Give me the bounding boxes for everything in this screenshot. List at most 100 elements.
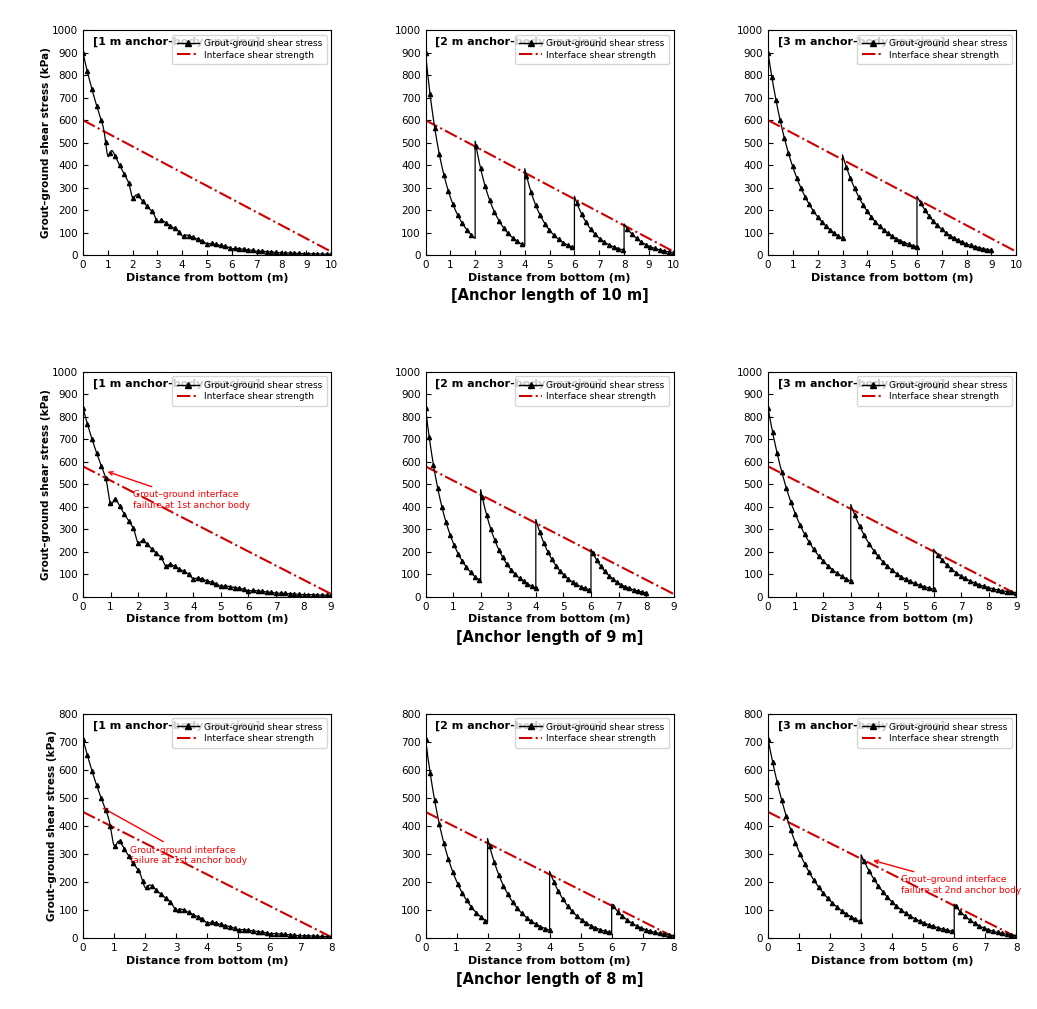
- X-axis label: Distance from bottom (m): Distance from bottom (m): [469, 614, 630, 625]
- Interface shear strength: [943, 553, 955, 565]
- Line: Interface shear strength: Interface shear strength: [83, 812, 331, 937]
- Interface shear strength: [256, 896, 269, 908]
- Grout-ground shear stress: [104, 820, 116, 832]
- Grout-ground shear stress: [122, 515, 135, 527]
- Grout-ground shear stress: [137, 195, 149, 207]
- Legend: Grout-ground shear stress, Interface shear strength: Grout-ground shear stress, Interface she…: [172, 376, 327, 406]
- Interface shear strength: [762, 114, 775, 126]
- Grout-ground shear stress: [325, 248, 337, 260]
- Y-axis label: Grout–ground shear stress (kPa): Grout–ground shear stress (kPa): [47, 731, 57, 921]
- Interface shear strength: [941, 209, 953, 221]
- Interface shear strength: [598, 209, 611, 221]
- Interface shear strength: [517, 511, 530, 523]
- Grout-ground shear stress: [137, 535, 149, 547]
- X-axis label: Distance from bottom (m): Distance from bottom (m): [811, 956, 974, 966]
- Legend: Grout-ground shear stress, Interface shear strength: Grout-ground shear stress, Interface she…: [514, 718, 669, 748]
- Grout-ground shear stress: [466, 229, 478, 241]
- Grout-ground shear stress: [663, 929, 675, 941]
- Interface shear strength: [943, 210, 955, 222]
- Grout-ground shear stress: [808, 543, 820, 555]
- Grout-ground shear stress: [668, 246, 680, 258]
- Interface shear strength: [860, 856, 872, 868]
- Interface shear strength: [598, 553, 611, 565]
- Grout-ground shear stress: [821, 560, 834, 572]
- Grout-ground shear stress: [786, 160, 798, 173]
- Grout-ground shear stress: [663, 246, 675, 258]
- Grout-ground shear stress: [122, 177, 135, 189]
- Grout-ground shear stress: [1010, 929, 1022, 941]
- X-axis label: Distance from bottom (m): Distance from bottom (m): [811, 272, 974, 283]
- Legend: Grout-ground shear stress, Interface shear strength: Grout-ground shear stress, Interface she…: [172, 718, 327, 748]
- Interface shear strength: [599, 897, 612, 909]
- Grout-ground shear stress: [808, 874, 820, 886]
- Grout-ground shear stress: [981, 243, 993, 255]
- Interface shear strength: [175, 166, 188, 179]
- Line: Interface shear strength: Interface shear strength: [425, 466, 674, 594]
- Interface shear strength: [233, 197, 246, 209]
- Grout-ground shear stress: [982, 581, 994, 593]
- Grout-ground shear stress: [137, 875, 149, 887]
- Interface shear strength: [158, 847, 170, 859]
- Grout-ground shear stress: [104, 146, 116, 158]
- Line: Grout-ground shear stress: Grout-ground shear stress: [766, 50, 993, 252]
- Interface shear strength: [77, 806, 89, 818]
- Interface shear strength: [256, 553, 269, 565]
- Interface shear strength: [668, 245, 680, 257]
- Interface shear strength: [1010, 931, 1022, 943]
- Grout-ground shear stress: [844, 173, 857, 185]
- Interface shear strength: [860, 166, 872, 179]
- Interface shear strength: [1010, 588, 1022, 600]
- Text: [2 m anchor-body spacing]: [2 m anchor-body spacing]: [436, 378, 602, 388]
- Interface shear strength: [843, 501, 856, 514]
- Interface shear strength: [419, 806, 431, 818]
- Legend: Grout-ground shear stress, Interface shear strength: Grout-ground shear stress, Interface she…: [858, 34, 1012, 65]
- Grout-ground shear stress: [472, 573, 484, 585]
- Line: Grout-ground shear stress: Grout-ground shear stress: [81, 50, 333, 256]
- Interface shear strength: [668, 588, 680, 600]
- Grout-ground shear stress: [447, 867, 459, 879]
- Interface shear strength: [860, 511, 872, 523]
- Grout-ground shear stress: [77, 402, 89, 414]
- Grout-ground shear stress: [668, 929, 680, 941]
- Interface shear strength: [77, 114, 89, 126]
- Grout-ground shear stress: [501, 558, 513, 570]
- Grout-ground shear stress: [122, 850, 135, 862]
- Grout-ground shear stress: [419, 46, 431, 59]
- Interface shear strength: [668, 931, 680, 943]
- X-axis label: Distance from bottom (m): Distance from bottom (m): [469, 956, 630, 966]
- Text: Grout–ground interface
failure at 1st anchor body: Grout–ground interface failure at 1st an…: [104, 808, 247, 865]
- Interface shear strength: [1010, 245, 1022, 257]
- Interface shear strength: [175, 856, 188, 868]
- Interface shear strength: [500, 157, 512, 170]
- Interface shear strength: [449, 130, 461, 142]
- Text: [1 m anchor-body spacing]: [1 m anchor-body spacing]: [93, 37, 260, 47]
- Legend: Grout-ground shear stress, Interface shear strength: Grout-ground shear stress, Interface she…: [172, 34, 327, 65]
- X-axis label: Distance from bottom (m): Distance from bottom (m): [125, 956, 288, 966]
- Interface shear strength: [762, 460, 775, 472]
- Grout-ground shear stress: [168, 903, 180, 915]
- Grout-ground shear stress: [640, 238, 652, 250]
- Interface shear strength: [449, 475, 461, 487]
- Line: Interface shear strength: Interface shear strength: [83, 120, 331, 251]
- X-axis label: Distance from bottom (m): Distance from bottom (m): [811, 614, 974, 625]
- X-axis label: Distance from bottom (m): Distance from bottom (m): [125, 272, 288, 283]
- Line: Grout-ground shear stress: Grout-ground shear stress: [766, 406, 1018, 595]
- Grout-ground shear stress: [298, 929, 310, 941]
- Interface shear strength: [576, 885, 588, 897]
- Y-axis label: Grout–ground shear stress (kPa): Grout–ground shear stress (kPa): [40, 47, 51, 238]
- Text: [2 m anchor-body spacing]: [2 m anchor-body spacing]: [436, 720, 602, 731]
- Grout-ground shear stress: [789, 836, 802, 849]
- Line: Grout-ground shear stress: Grout-ground shear stress: [423, 406, 648, 595]
- Interface shear strength: [599, 553, 612, 565]
- Interface shear strength: [599, 210, 612, 222]
- Text: [1 m anchor-body spacing]: [1 m anchor-body spacing]: [93, 720, 260, 731]
- Interface shear strength: [419, 114, 431, 126]
- Line: Grout-ground shear stress: Grout-ground shear stress: [766, 737, 1018, 937]
- Line: Grout-ground shear stress: Grout-ground shear stress: [423, 50, 676, 254]
- Legend: Grout-ground shear stress, Interface shear strength: Grout-ground shear stress, Interface she…: [858, 376, 1012, 406]
- Text: Grout–ground interface
failure at 1st anchor body: Grout–ground interface failure at 1st an…: [109, 471, 250, 510]
- Line: Interface shear strength: Interface shear strength: [768, 120, 1016, 251]
- Interface shear strength: [598, 896, 611, 908]
- Grout-ground shear stress: [1005, 586, 1017, 598]
- Line: Grout-ground shear stress: Grout-ground shear stress: [423, 737, 676, 937]
